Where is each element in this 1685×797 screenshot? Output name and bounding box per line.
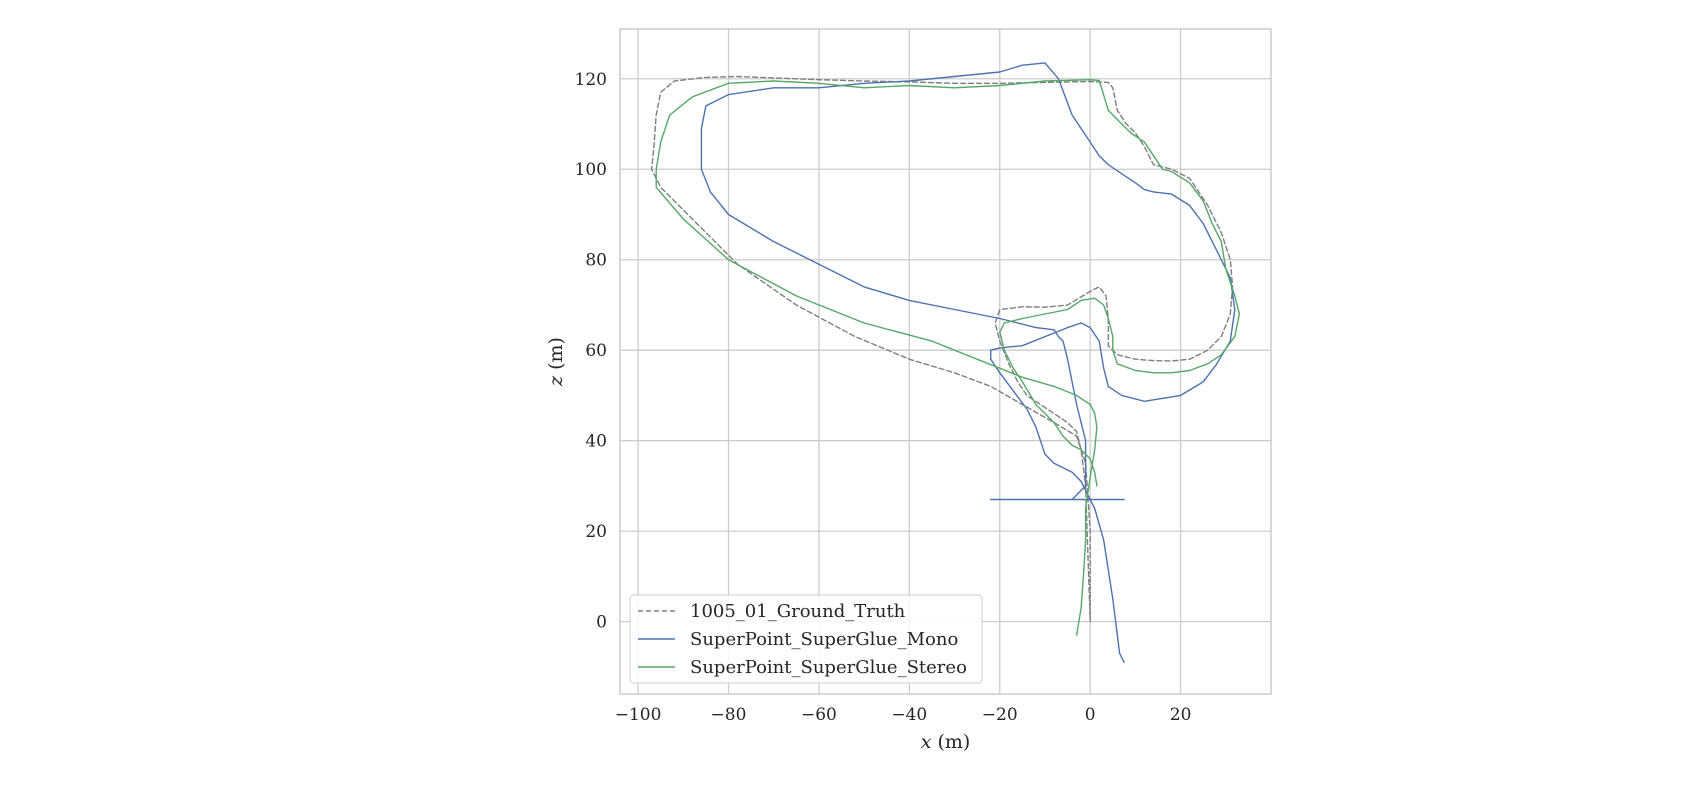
series-line-1 xyxy=(700,62,1236,663)
plot-frame xyxy=(619,28,1272,695)
series-layer xyxy=(650,62,1241,663)
y-tick-label: 40 xyxy=(585,432,607,452)
y-axis-label-var: z xyxy=(545,375,567,387)
x-tick-label: −100 xyxy=(615,705,662,725)
y-tick-label: 60 xyxy=(585,341,607,361)
y-tick-label: 80 xyxy=(585,251,607,271)
legend-label: 1005_01_Ground_Truth xyxy=(690,601,906,622)
x-tick-label: −80 xyxy=(711,705,747,725)
series-line-0 xyxy=(650,75,1234,623)
series-line-2 xyxy=(655,78,1241,636)
x-axis-label-unit: (m) xyxy=(931,731,970,753)
legend-label: SuperPoint_SuperGlue_Stereo xyxy=(690,657,967,678)
x-axis-label-var: x xyxy=(921,731,932,753)
x-tick-label: −60 xyxy=(801,705,837,725)
y-tick-label: 100 xyxy=(575,160,607,180)
y-tick-label: 120 xyxy=(575,70,607,90)
legend-box xyxy=(629,594,983,684)
legend-label: SuperPoint_SuperGlue_Mono xyxy=(690,629,958,650)
y-tick-label: 20 xyxy=(585,522,607,542)
x-tick-label: −40 xyxy=(891,705,927,725)
legend: 1005_01_Ground_Truth SuperPoint_SuperGlue… xyxy=(629,594,983,684)
x-tick-label: 20 xyxy=(1170,705,1192,725)
x-tick-label: −20 xyxy=(982,705,1018,725)
tick-labels: −100 −80 −60 −40 −20 0 20 0 20 40 60 80 100 120 xyxy=(575,70,1192,725)
y-axis-label: z (m) xyxy=(545,337,567,387)
y-axis-label-unit: (m) xyxy=(545,337,567,376)
y-tick-label: 0 xyxy=(596,613,607,633)
x-axis-label: x (m) xyxy=(921,731,971,753)
x-tick-label: 0 xyxy=(1085,705,1096,725)
